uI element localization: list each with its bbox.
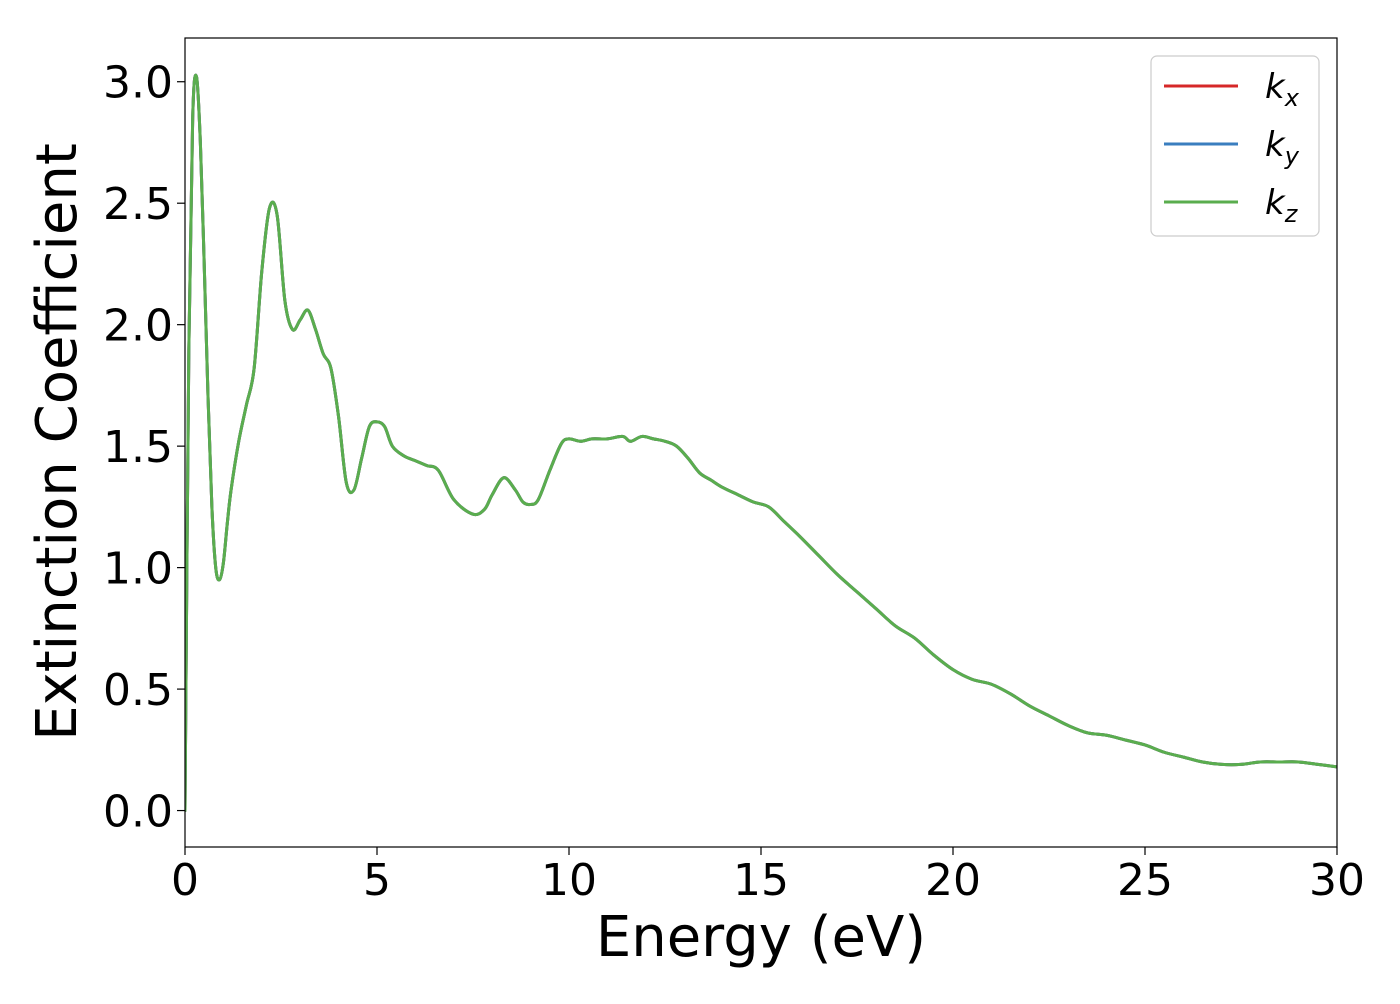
y-tick-label: 2.5 xyxy=(103,179,173,230)
x-axis-title: Energy (eV) xyxy=(596,905,926,970)
y-tick-label: 1.5 xyxy=(103,422,173,473)
x-axis: 0 5 10 15 20 25 30 xyxy=(171,847,1365,906)
x-tick-label: 5 xyxy=(363,855,391,906)
x-tick-label: 10 xyxy=(541,855,597,906)
x-tick-label: 20 xyxy=(925,855,981,906)
series-layer xyxy=(185,73,1337,813)
y-tick-label: 3.0 xyxy=(103,58,173,109)
legend-label: kz xyxy=(1265,183,1299,228)
y-axis-title: Extinction Coefficient xyxy=(25,143,90,741)
x-tick-label: 0 xyxy=(171,855,199,906)
legend-frame xyxy=(1150,55,1320,237)
legend-label: ky xyxy=(1265,125,1300,170)
y-tick-label: 0.5 xyxy=(103,665,173,716)
series-line-z xyxy=(185,73,1337,813)
legend: kx ky kz xyxy=(1150,55,1320,237)
legend-label: kx xyxy=(1265,67,1300,112)
x-tick-label: 25 xyxy=(1117,855,1173,906)
x-tick-label: 30 xyxy=(1309,855,1365,906)
y-tick-label: 0.0 xyxy=(103,787,173,838)
y-tick-label: 2.0 xyxy=(103,301,173,352)
y-axis: 0.0 0.5 1.0 1.5 2.0 2.5 3.0 xyxy=(103,58,185,838)
y-tick-label: 1.0 xyxy=(103,544,173,595)
x-tick-label: 15 xyxy=(733,855,789,906)
